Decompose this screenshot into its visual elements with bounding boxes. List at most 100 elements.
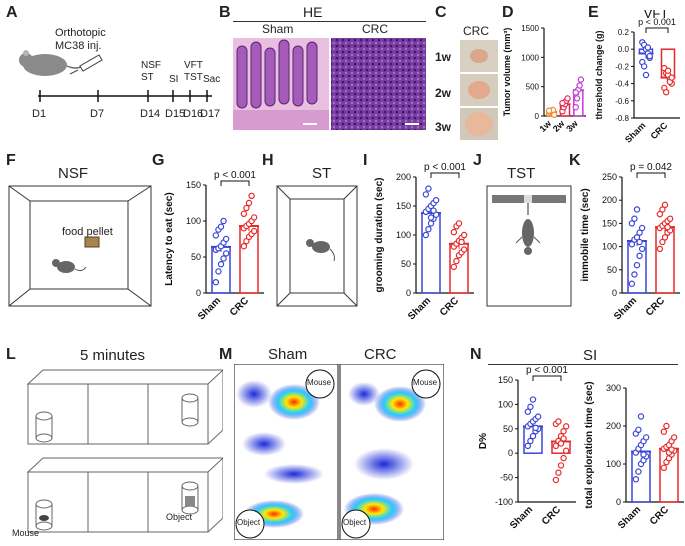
nsf-title: NSF: [58, 165, 88, 182]
data-point: [555, 469, 562, 476]
panel-label-h: H: [262, 152, 274, 169]
category-label: Sham: [612, 295, 639, 322]
category-label: Sham: [196, 295, 223, 322]
category-label: Sham: [406, 295, 433, 322]
category-label: Sham: [616, 504, 643, 531]
food-pellet-label: food pellet: [62, 226, 113, 238]
timeline-test-label: NSF ST: [141, 60, 161, 83]
data-point: [455, 220, 463, 227]
data-point: [248, 192, 255, 200]
he-col-crc: CRC: [362, 22, 388, 36]
data-point: [659, 238, 666, 246]
nsf-arena: [8, 185, 152, 307]
si-apparatus: [26, 369, 223, 533]
y-tick-label: 500: [526, 83, 540, 92]
st-title: ST: [312, 165, 332, 182]
heatmap-crc-mouse-label: Mouse: [413, 378, 438, 387]
data-point: [422, 231, 430, 239]
chart-discrimination-index: -100 -50 0 50 100 150 D% Sham CRC p < 0.001: [478, 366, 576, 531]
heatmap-sham-object-label: Object: [237, 518, 261, 527]
data-point: [644, 44, 652, 51]
data-point: [240, 242, 248, 250]
data-point: [660, 464, 668, 472]
y-tick-label: 200: [606, 421, 621, 431]
timeline-test-label: SI: [169, 74, 179, 85]
data-point: [642, 434, 650, 441]
data-point: [432, 197, 440, 204]
data-point: [212, 232, 220, 239]
y-tick-label: 100: [186, 216, 201, 226]
y-tick-label: 150: [396, 201, 411, 211]
data-point: [668, 446, 675, 453]
timeline-day-label: D16: [183, 108, 204, 120]
category-label: CRC: [438, 295, 461, 318]
y-tick-label: -0.8: [615, 114, 629, 123]
y-tick-label: 1500: [521, 24, 539, 33]
timeline-day-label: D17: [200, 108, 221, 120]
data-point: [551, 111, 558, 119]
category-label: Sham: [623, 120, 647, 144]
data-point: [560, 428, 567, 435]
y-tick-label: 0: [196, 288, 201, 298]
y-tick-label: -0.4: [615, 80, 629, 89]
tst-apparatus: [486, 185, 572, 307]
data-point: [552, 442, 560, 450]
data-point: [646, 52, 653, 60]
data-point: [635, 426, 642, 434]
si-title: SI: [583, 347, 598, 364]
y-tick-label: -50: [500, 473, 513, 483]
panel-label-f: F: [6, 152, 16, 169]
y-tick-label: 150: [186, 180, 201, 190]
data-point: [427, 220, 435, 227]
y-tick-label: 0: [616, 497, 621, 507]
p-value-label: p < 0.001: [424, 162, 466, 173]
si-duration-title: 5 minutes: [80, 347, 146, 364]
timeline-test-label: Sac: [203, 74, 221, 85]
data-point: [573, 95, 581, 102]
data-point: [642, 71, 650, 79]
si-object-label: Object: [166, 512, 193, 522]
category-label: Sham: [508, 504, 535, 531]
si-mouse-label: Mouse: [12, 528, 40, 538]
data-point: [640, 451, 647, 458]
mouse-icon: [19, 50, 91, 76]
panel-label-g: G: [152, 152, 165, 169]
y-tick-label: 200: [602, 195, 617, 205]
timeline-day-label: D14: [140, 108, 161, 120]
data-point: [576, 82, 583, 89]
chart-vft-threshold: 0.2 0.0 -0.2 -0.4 -0.6 -0.8 threshold change (…: [594, 10, 680, 145]
data-point: [529, 432, 537, 440]
data-point: [562, 423, 570, 430]
y-tick-label: 0: [406, 288, 411, 298]
y-axis-label: D%: [478, 433, 489, 449]
panel-label-m: M: [219, 346, 233, 363]
significance-bracket: [430, 172, 460, 178]
y-tick-label: 0: [535, 112, 540, 121]
st-arena: [276, 185, 358, 307]
data-point: [572, 103, 579, 111]
data-point: [220, 255, 227, 262]
data-point: [524, 408, 532, 415]
data-point: [529, 396, 537, 403]
data-point: [656, 245, 664, 253]
y-tick-label: 250: [602, 172, 617, 182]
data-point: [460, 246, 468, 253]
panel-label-n: N: [470, 346, 482, 363]
data-point: [460, 231, 468, 239]
timeline-day-label: D7: [90, 108, 105, 120]
data-point: [552, 476, 560, 484]
tumor-photo-title: CRC: [463, 24, 489, 38]
data-point: [425, 185, 432, 192]
timeline-day-label: D1: [32, 108, 47, 120]
p-value-label: p = 0.042: [630, 162, 672, 173]
chart-grooming-duration: 0 50 100 150 200 grooming duration (sec) Sham C…: [374, 162, 474, 322]
data-point: [670, 434, 678, 441]
data-point: [638, 224, 646, 232]
mouse-icon: [515, 219, 541, 255]
data-point: [560, 454, 567, 462]
y-tick-label: 150: [498, 375, 513, 385]
data-point: [659, 206, 666, 213]
chart-immobile-time: 0 50 100 150 200 250 immobile time (sec) Sham CR…: [580, 162, 680, 322]
significance-bracket: [645, 27, 669, 33]
